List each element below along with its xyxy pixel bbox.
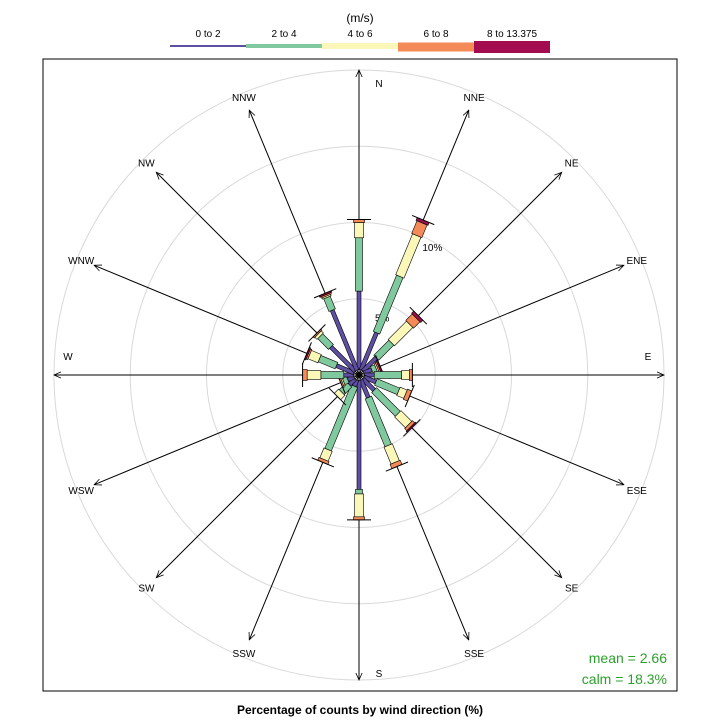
- legend-label: 6 to 8: [423, 29, 448, 40]
- direction-label: ENE: [627, 256, 648, 267]
- direction-label: S: [376, 669, 383, 680]
- direction-spoke: [156, 374, 360, 578]
- ring-label: 10%: [422, 243, 442, 254]
- direction-spoke: [94, 374, 360, 485]
- plot-frame: [42, 58, 678, 692]
- legend-swatch: [170, 45, 246, 47]
- bar-segment: [354, 493, 364, 518]
- legend-swatch: [322, 43, 398, 49]
- direction-label: ESE: [627, 486, 647, 497]
- bar-segment: [373, 371, 403, 379]
- direction-label: NNW: [232, 93, 256, 104]
- bar-segment: [356, 380, 362, 490]
- bar-segment: [306, 370, 322, 380]
- x-axis-label: Percentage of counts by wind direction (…: [237, 703, 483, 717]
- direction-label: WNW: [68, 256, 95, 267]
- bar-segment: [372, 274, 404, 335]
- direction-label: SSE: [464, 649, 484, 660]
- calm-stat: calm = 18.3%: [582, 671, 667, 687]
- bar-cap: [308, 324, 326, 342]
- legend-swatch: [398, 42, 474, 52]
- bar-segment: [355, 237, 363, 292]
- bar-segment: [323, 295, 336, 312]
- legend-title: (m/s): [346, 11, 373, 25]
- bar-cap: [328, 387, 347, 406]
- bar-cap: [411, 214, 435, 226]
- legend-label: 2 to 4: [271, 29, 296, 40]
- direction-label: SE: [565, 584, 579, 595]
- bar-segment: [383, 443, 400, 465]
- bar-segment: [395, 233, 422, 279]
- bar-segment: [356, 290, 362, 370]
- bar-segment: [317, 355, 339, 370]
- bar-segment: [387, 320, 414, 347]
- bar-segment: [354, 222, 364, 239]
- legend-swatch: [474, 41, 550, 53]
- bar-cap: [409, 306, 428, 325]
- bar-segment: [355, 489, 363, 495]
- direction-label: W: [63, 352, 73, 363]
- mean-stat: mean = 2.66: [589, 650, 667, 666]
- bar-cap: [385, 461, 409, 472]
- bar-cap: [313, 288, 337, 299]
- bar-cap: [402, 418, 421, 437]
- direction-label: E: [645, 352, 652, 363]
- legend-label: 4 to 6: [347, 29, 372, 40]
- direction-label: WSW: [68, 486, 94, 497]
- direction-label: NNE: [464, 93, 485, 104]
- direction-spoke: [358, 265, 624, 376]
- bar-segment: [401, 370, 410, 380]
- legend-label: 0 to 2: [195, 29, 220, 40]
- bar-cap: [311, 457, 335, 468]
- bar-segment: [302, 369, 308, 381]
- bar-segment: [320, 371, 345, 379]
- direction-label: NE: [565, 158, 579, 169]
- direction-label: N: [375, 79, 382, 90]
- direction-label: SSW: [233, 649, 256, 660]
- direction-label: SW: [138, 584, 155, 595]
- bar-cap: [404, 384, 415, 408]
- legend-swatch: [246, 44, 322, 48]
- bar-cap: [301, 342, 312, 365]
- legend-label: 8 to 13.375: [487, 29, 537, 40]
- direction-label: NW: [138, 158, 155, 169]
